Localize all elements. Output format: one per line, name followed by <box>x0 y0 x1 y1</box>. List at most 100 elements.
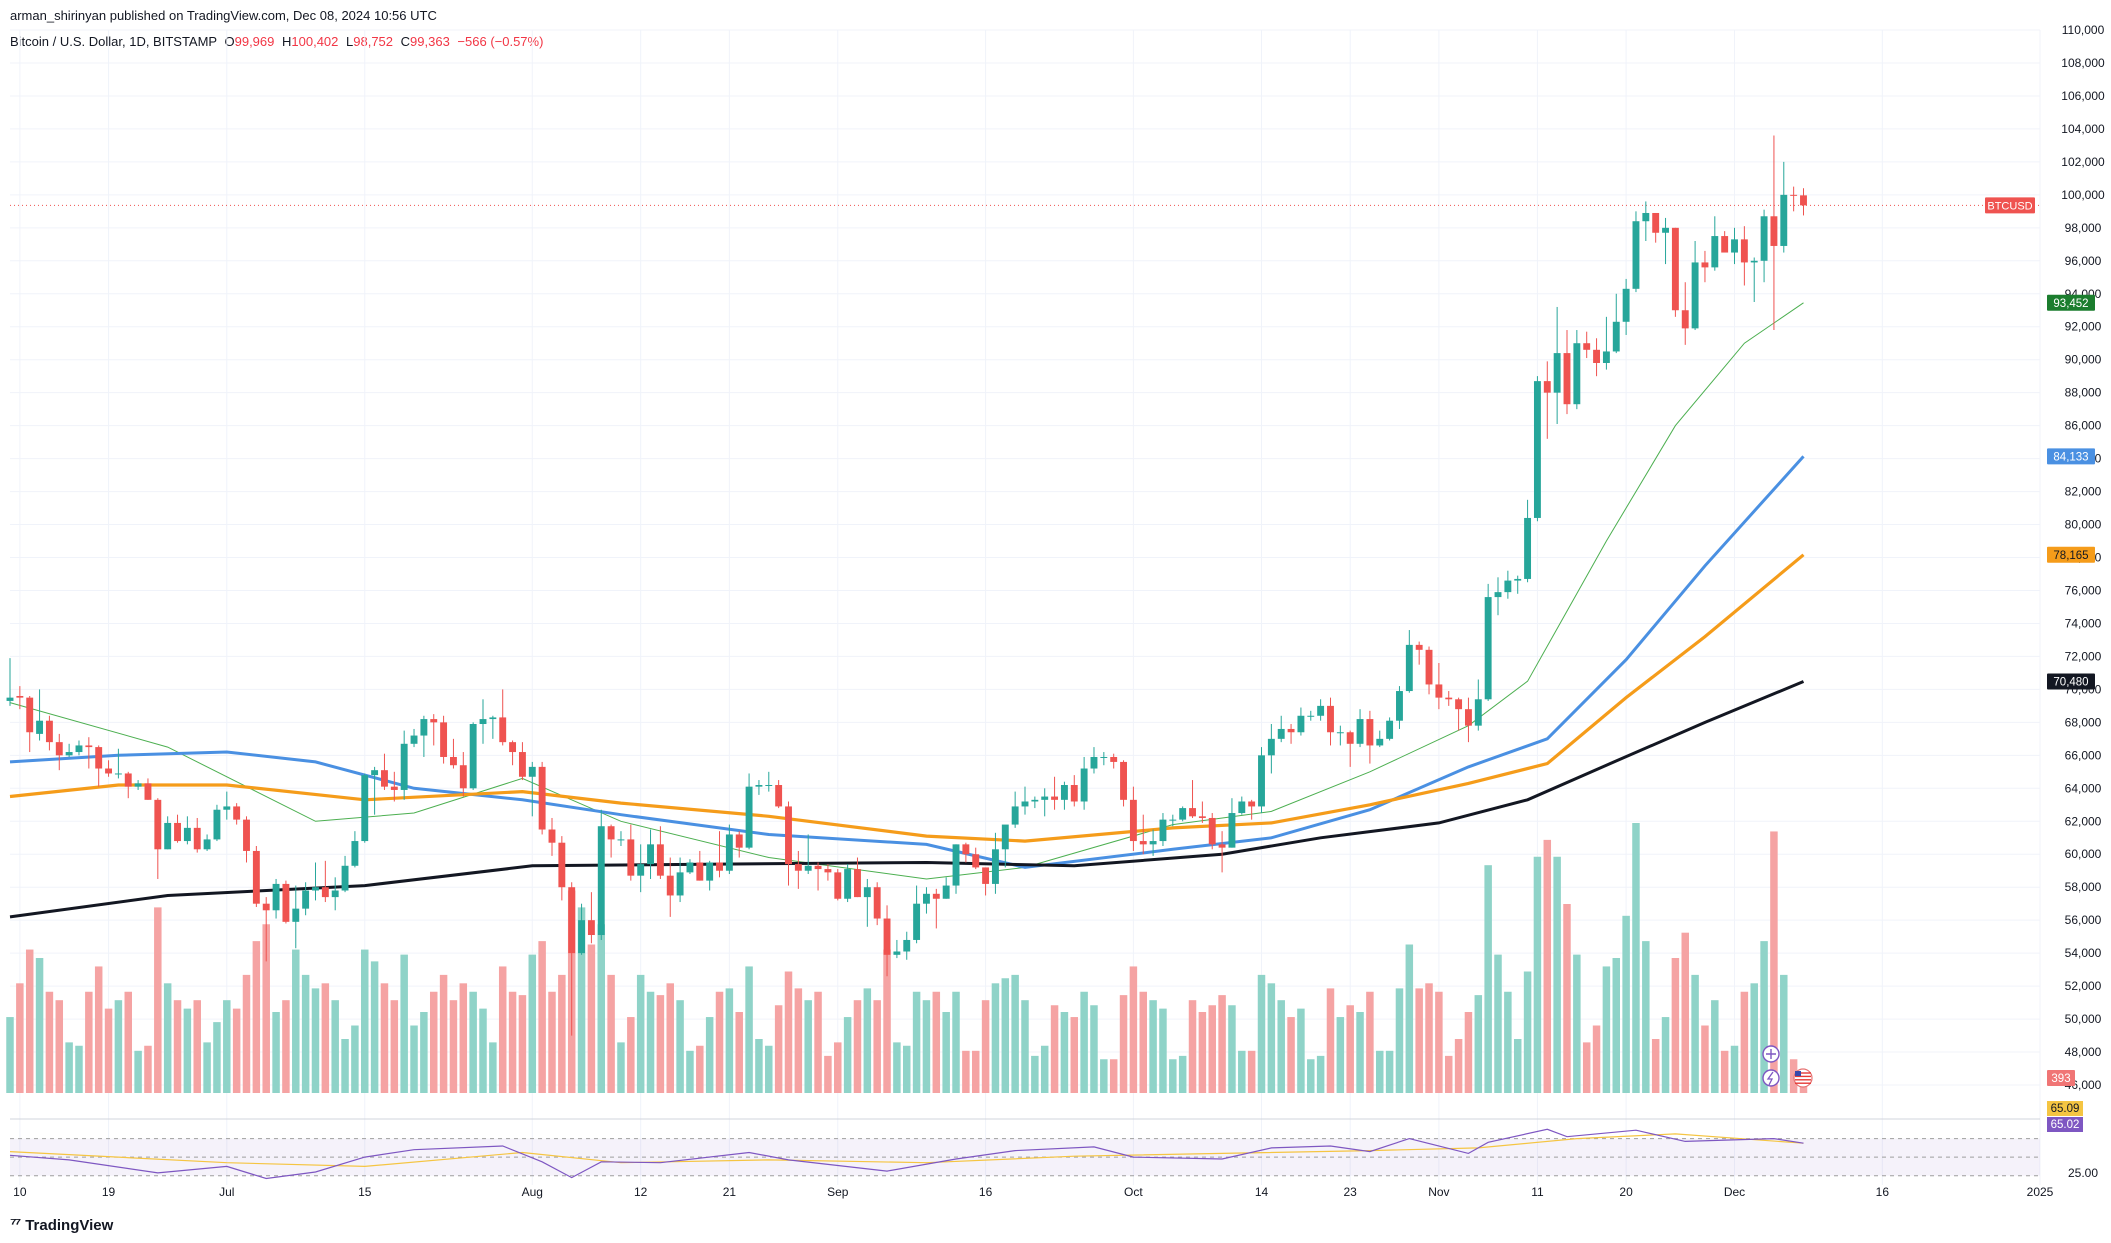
candle-body <box>1228 813 1236 848</box>
candle-body <box>381 770 388 787</box>
lightning-icon[interactable] <box>1762 1069 1780 1087</box>
us-flag-icon <box>1793 1068 1813 1088</box>
y-axis: 110,000 108,000 106,000 104,000 102,000 100,0… <box>2061 23 2105 1092</box>
volume-bar <box>1307 1059 1315 1093</box>
candle <box>1652 212 1660 243</box>
volume-bar <box>1553 856 1561 1093</box>
volume-bar <box>1642 941 1650 1093</box>
candle <box>1346 730 1354 767</box>
candle <box>617 831 625 846</box>
volume-bar <box>627 1017 635 1093</box>
volume-bar <box>400 954 408 1093</box>
candle <box>1218 831 1226 873</box>
candle-body <box>1139 841 1147 845</box>
candle <box>420 715 428 757</box>
candle-body <box>1514 578 1522 581</box>
volume-bar <box>1218 995 1226 1093</box>
candle <box>292 885 300 949</box>
candle <box>568 882 576 1036</box>
candle <box>1149 829 1157 856</box>
candle-body <box>991 849 999 884</box>
candle-body <box>144 783 152 800</box>
candle-body <box>489 717 497 720</box>
y-tick-label: 98,000 <box>2065 221 2102 235</box>
candle <box>1750 257 1758 302</box>
candle <box>1327 697 1334 746</box>
candle-body <box>1691 262 1699 329</box>
candle <box>1228 798 1236 848</box>
volume-bar <box>794 988 803 1093</box>
candle-body <box>1533 381 1541 518</box>
candle <box>1051 776 1059 810</box>
volume-bar <box>696 1045 704 1093</box>
candle-body <box>6 697 14 701</box>
candle <box>1041 788 1049 817</box>
volume-bar <box>479 1008 487 1093</box>
volume-bar <box>183 1008 192 1093</box>
y-tick-label: 60,000 <box>2065 847 2102 861</box>
candle-body <box>459 765 467 789</box>
y-tick-label: 102,000 <box>2061 155 2105 169</box>
candle-body <box>893 951 901 955</box>
candle-body <box>666 875 674 896</box>
volume-bar <box>272 1012 280 1093</box>
candle-body <box>430 719 438 723</box>
candle-body <box>243 819 250 851</box>
symbol-title: Bitcoin / U.S. Dollar, 1D, BITSTAMP <box>10 34 217 49</box>
rsi-ma-line <box>9 1133 1804 1168</box>
candle <box>666 857 674 917</box>
x-tick-label: 14 <box>1255 1185 1269 1199</box>
candle <box>1287 724 1295 744</box>
candle-body <box>1090 756 1098 769</box>
volume-bar <box>646 991 655 1093</box>
candle-body <box>725 834 733 871</box>
candle-body <box>1287 728 1295 733</box>
volume-bar <box>449 1000 458 1093</box>
rsi-ma-tag-bg <box>2047 1101 2083 1116</box>
candle <box>213 804 221 842</box>
add-indicator-icon[interactable] <box>1762 1045 1780 1063</box>
candle <box>1612 293 1620 354</box>
rsi-tag-bg <box>2047 1117 2083 1132</box>
candle <box>252 846 260 907</box>
symbol-tag-bg <box>1985 197 2035 214</box>
candle <box>656 826 664 879</box>
volume-bar <box>1139 991 1147 1093</box>
volume-bar <box>1109 1059 1118 1093</box>
volume-bar <box>1021 1000 1029 1093</box>
candle-body <box>548 829 556 843</box>
candle <box>1800 188 1807 216</box>
volume-bar <box>1730 1045 1739 1093</box>
volume-bar <box>656 995 665 1093</box>
candle-body <box>1386 720 1394 739</box>
volume-bar <box>1366 991 1374 1093</box>
lightning-circle <box>1762 1069 1780 1087</box>
volume-bars <box>6 823 1808 1093</box>
volume-bar <box>1582 1042 1591 1093</box>
volume-bar <box>213 1022 221 1093</box>
volume-bar <box>873 1000 881 1093</box>
y-tick-label: 64,000 <box>2065 781 2102 795</box>
tradingview-logo[interactable]: ⁷⁷ TradingView <box>10 1216 113 1234</box>
candle <box>459 752 467 797</box>
candle-body <box>1198 816 1206 818</box>
candle <box>449 738 457 769</box>
candle <box>1080 756 1088 810</box>
candle-body <box>528 766 536 777</box>
candle <box>1198 801 1206 823</box>
candle-body <box>794 864 802 871</box>
candle <box>351 831 359 868</box>
candle <box>1691 241 1699 331</box>
candle-body <box>351 841 359 866</box>
candle <box>410 728 418 748</box>
candle-body <box>341 865 349 891</box>
candle <box>1139 814 1147 855</box>
candle-body <box>302 890 310 909</box>
candle-body <box>1750 260 1758 263</box>
candle-body <box>952 844 960 886</box>
rsi-pane: 65.09 65.02 25.00 <box>9 1101 2098 1180</box>
candle <box>440 715 448 764</box>
candle-body <box>656 844 664 876</box>
volume-bar <box>1494 954 1502 1093</box>
